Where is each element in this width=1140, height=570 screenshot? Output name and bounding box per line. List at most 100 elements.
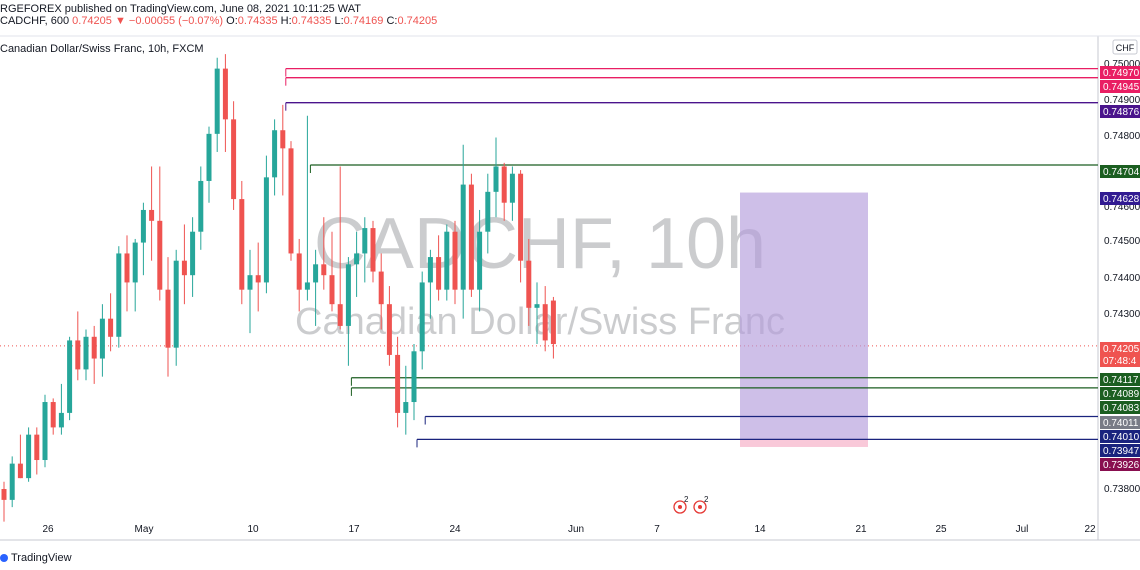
candle-body [386, 304, 392, 355]
watermark-description: Canadian Dollar/Swiss Franc [295, 301, 785, 343]
candle-body [501, 166, 507, 203]
stop-zone [740, 439, 868, 447]
chart-header: RGEFOREX published on TradingView.com, J… [0, 3, 437, 27]
price-label-text: 0.74011 [1103, 418, 1139, 429]
price-chart[interactable]: CADCHF, 10h Canadian Dollar/Swiss Franc 2… [0, 0, 1140, 550]
price-label-text: 0.73926 [1103, 460, 1140, 471]
candle-body [378, 271, 384, 305]
price-change: ▼ −0.00055 (−0.07%) [114, 15, 224, 27]
candle-body [91, 336, 97, 359]
price-tick-label: 0.75000 [1104, 59, 1140, 70]
candle-body [17, 463, 23, 479]
currency-button[interactable] [1112, 39, 1138, 55]
candle-body [190, 231, 196, 276]
footer: TradingView [0, 552, 72, 564]
candle-body [419, 282, 425, 352]
time-axis[interactable]: 26 May 10 17 24 Jun 7 14 21 25 Jul 22 [42, 524, 1096, 535]
price-tick-label: 0.74800 [1104, 131, 1140, 142]
candle-body [280, 130, 286, 149]
candle-body [157, 220, 163, 290]
time-tick-label: 10 [247, 524, 259, 535]
price-tick-label: 0.74300 [1104, 309, 1140, 320]
price-axis[interactable]: 0.75000 0.74900 0.74800 0.74600 0.74500 0.744… [1104, 39, 1140, 495]
price-label-text: 0.73947 [1103, 446, 1140, 457]
price-tick-label: 0.74500 [1104, 236, 1140, 247]
price-label-box [1100, 66, 1140, 79]
candle-body [403, 402, 409, 413]
last-price: 0.74205 [72, 15, 112, 27]
price-label-box [1100, 387, 1140, 400]
price-tick-label: 0.74900 [1104, 95, 1140, 106]
candle-body [460, 184, 466, 290]
low-label: L: [334, 15, 344, 27]
candle-body [222, 68, 228, 120]
candle-body [124, 253, 130, 283]
candle-body [444, 231, 450, 290]
candle-body [337, 304, 343, 326]
candle-body [116, 253, 122, 337]
chart-watermark: CADCHF, 10h Canadian Dollar/Swiss Franc [295, 204, 785, 343]
candle-body [304, 282, 310, 290]
price-label-text: 0.74628 [1103, 194, 1140, 205]
price-tick-label: 0.74400 [1104, 273, 1140, 284]
candle-body [427, 257, 433, 283]
watermark-symbol: CADCHF, 10h [314, 204, 766, 284]
price-label-text: 0.74970 [1103, 68, 1140, 79]
candle-body [132, 242, 138, 283]
low-value: 0.74169 [343, 15, 384, 27]
candle-body [255, 275, 261, 283]
price-tick-label: 0.74600 [1104, 202, 1140, 213]
price-label-text: 0.74083 [1103, 403, 1140, 414]
position-box[interactable] [740, 192, 868, 447]
candle-body [214, 68, 220, 134]
candle-body [485, 191, 491, 232]
candle-body [354, 253, 360, 265]
candle-body [296, 253, 302, 290]
candle-body [518, 173, 524, 261]
currency-label: CHF [1116, 43, 1135, 53]
time-tick-label: Jun [568, 524, 584, 535]
time-tick-label: 14 [754, 524, 766, 535]
candle-body [493, 166, 499, 192]
candle-body [272, 130, 278, 178]
price-label-box [1100, 165, 1140, 178]
open-value: 0.74335 [237, 15, 278, 27]
candle-body [149, 209, 155, 221]
candle-body [247, 275, 253, 290]
candle-body [550, 300, 556, 345]
candle-body [411, 351, 417, 403]
price-labels: 0.74970 0.74945 0.74876 0.74704 0.74628 0.742… [1100, 66, 1140, 471]
horizontal-levels[interactable] [285, 67, 1098, 448]
close-label: C: [386, 15, 398, 27]
event-count-label: 2 [704, 495, 709, 504]
price-label-box [1100, 192, 1140, 205]
candle-body [83, 336, 89, 370]
price-label-text: 0.74704 [1103, 167, 1140, 178]
publisher-text: RGEFOREX published on TradingView.com, J… [0, 3, 361, 15]
price-label-text: 0.74089 [1103, 389, 1140, 400]
high-label: H: [280, 15, 292, 27]
price-label-box [1100, 401, 1140, 414]
price-label-box [1100, 430, 1140, 443]
candle-body [140, 209, 146, 243]
candle-body [288, 148, 294, 254]
time-tick-label: 17 [348, 524, 360, 535]
time-tick-label: 22 [1084, 524, 1096, 535]
candle-body [526, 260, 532, 308]
price-label-box [1100, 354, 1140, 367]
candle-body [477, 231, 483, 290]
time-tick-label: 26 [42, 524, 54, 535]
event-count-label: 2 [684, 495, 689, 504]
economic-event-dot [698, 505, 702, 509]
candle-body [26, 434, 32, 479]
target-zone [740, 192, 868, 440]
price-label-box [1100, 80, 1140, 93]
high-value: 0.74335 [291, 15, 332, 27]
time-tick-label: Jul [1016, 524, 1029, 535]
candle-body [329, 275, 335, 305]
candle-body [370, 228, 376, 272]
candle-body [198, 180, 204, 232]
candle-body [436, 257, 442, 290]
candle-body [345, 264, 351, 326]
